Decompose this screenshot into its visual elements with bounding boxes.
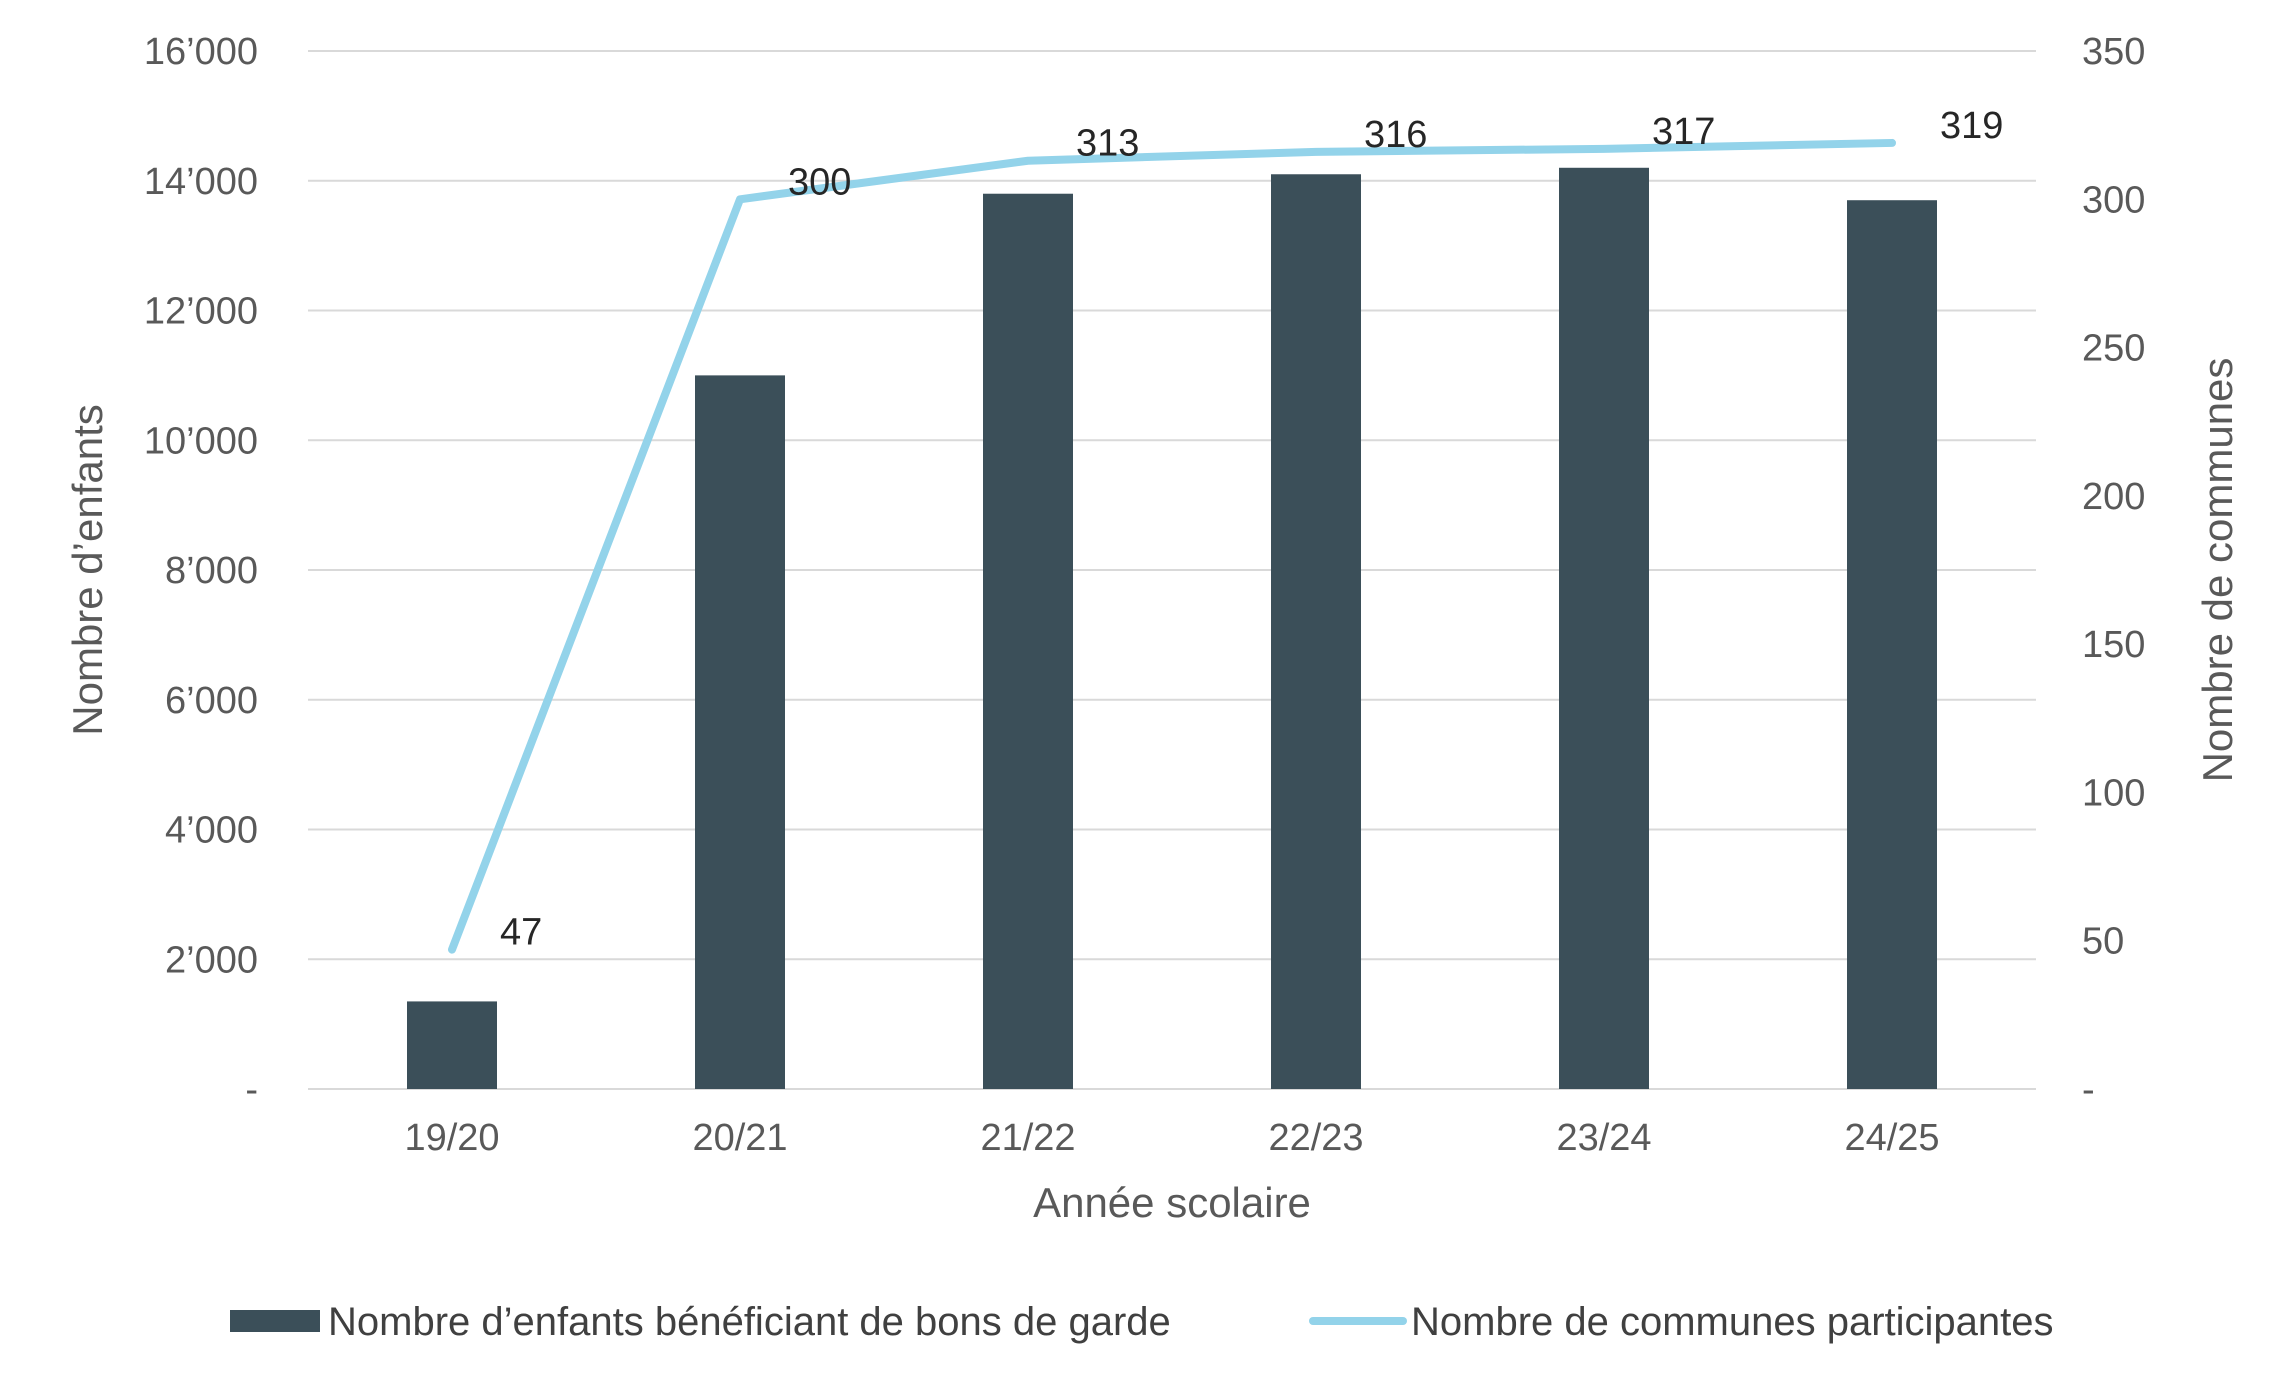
legend: Nombre d’enfants bénéficiant de bons de … (230, 1300, 2054, 1344)
legend-line-label: Nombre de communes participantes (1411, 1300, 2054, 1344)
y-tick-label: 10’000 (144, 420, 258, 462)
y2-tick-label: 100 (2082, 772, 2145, 814)
y2-tick-label: 300 (2082, 179, 2145, 221)
x-tick-label: 22/23 (1268, 1117, 1363, 1159)
x-tick-label: 23/24 (1556, 1117, 1651, 1159)
bar-series (407, 167, 1937, 1090)
x-tick-label: 19/20 (404, 1117, 499, 1159)
y-tick-label: 6’000 (165, 680, 258, 722)
data-label: 300 (788, 161, 851, 203)
data-label: 313 (1076, 123, 1139, 165)
x-tick-label: 21/22 (980, 1117, 1075, 1159)
y2-tick-label: 200 (2082, 476, 2145, 518)
y2-tick-label: - (2082, 1069, 2095, 1111)
line-data-labels: 47 300 313 316 317 319 (500, 105, 2003, 954)
legend-bar-label: Nombre d’enfants bénéficiant de bons de … (328, 1300, 1171, 1344)
right-axis-ticks: - 50 100 150 200 250 300 350 (2082, 31, 2145, 1111)
bar (407, 1001, 497, 1089)
y2-axis-title: Nombre de communes (2194, 358, 2241, 783)
y2-tick-label: 350 (2082, 31, 2145, 73)
gridlines (308, 50, 2036, 1090)
data-label: 319 (1940, 105, 2003, 147)
bar (1271, 174, 1361, 1089)
y2-tick-label: 50 (2082, 921, 2124, 963)
y2-tick-label: 150 (2082, 624, 2145, 666)
legend-bar-swatch (230, 1310, 320, 1332)
data-label: 316 (1364, 114, 1427, 156)
y2-tick-label: 250 (2082, 328, 2145, 370)
data-label: 317 (1652, 111, 1715, 153)
series-line (448, 138, 1896, 954)
bar (695, 375, 785, 1089)
bar (1559, 167, 1649, 1089)
y-tick-label: 16’000 (144, 31, 258, 73)
x-axis-title: Année scolaire (1033, 1179, 1311, 1226)
data-label: 47 (500, 912, 542, 954)
y-tick-label: 12’000 (144, 291, 258, 333)
y-tick-label: 2’000 (165, 939, 258, 981)
y-axis-title: Nombre d’enfants (64, 404, 111, 736)
bar (1847, 200, 1937, 1089)
left-axis-ticks: - 2’000 4’000 6’000 8’000 10’000 12’000 14’000 1… (144, 31, 258, 1111)
x-axis-ticks: 19/20 20/21 21/22 22/23 23/24 24/25 (404, 1117, 1939, 1159)
y-tick-label: 4’000 (165, 810, 258, 852)
x-tick-label: 24/25 (1844, 1117, 1939, 1159)
y-tick-label: 8’000 (165, 550, 258, 592)
y-tick-label: - (245, 1069, 258, 1111)
y-tick-label: 14’000 (144, 161, 258, 203)
bar (983, 193, 1073, 1090)
x-tick-label: 20/21 (692, 1117, 787, 1159)
line-series (448, 138, 1896, 954)
